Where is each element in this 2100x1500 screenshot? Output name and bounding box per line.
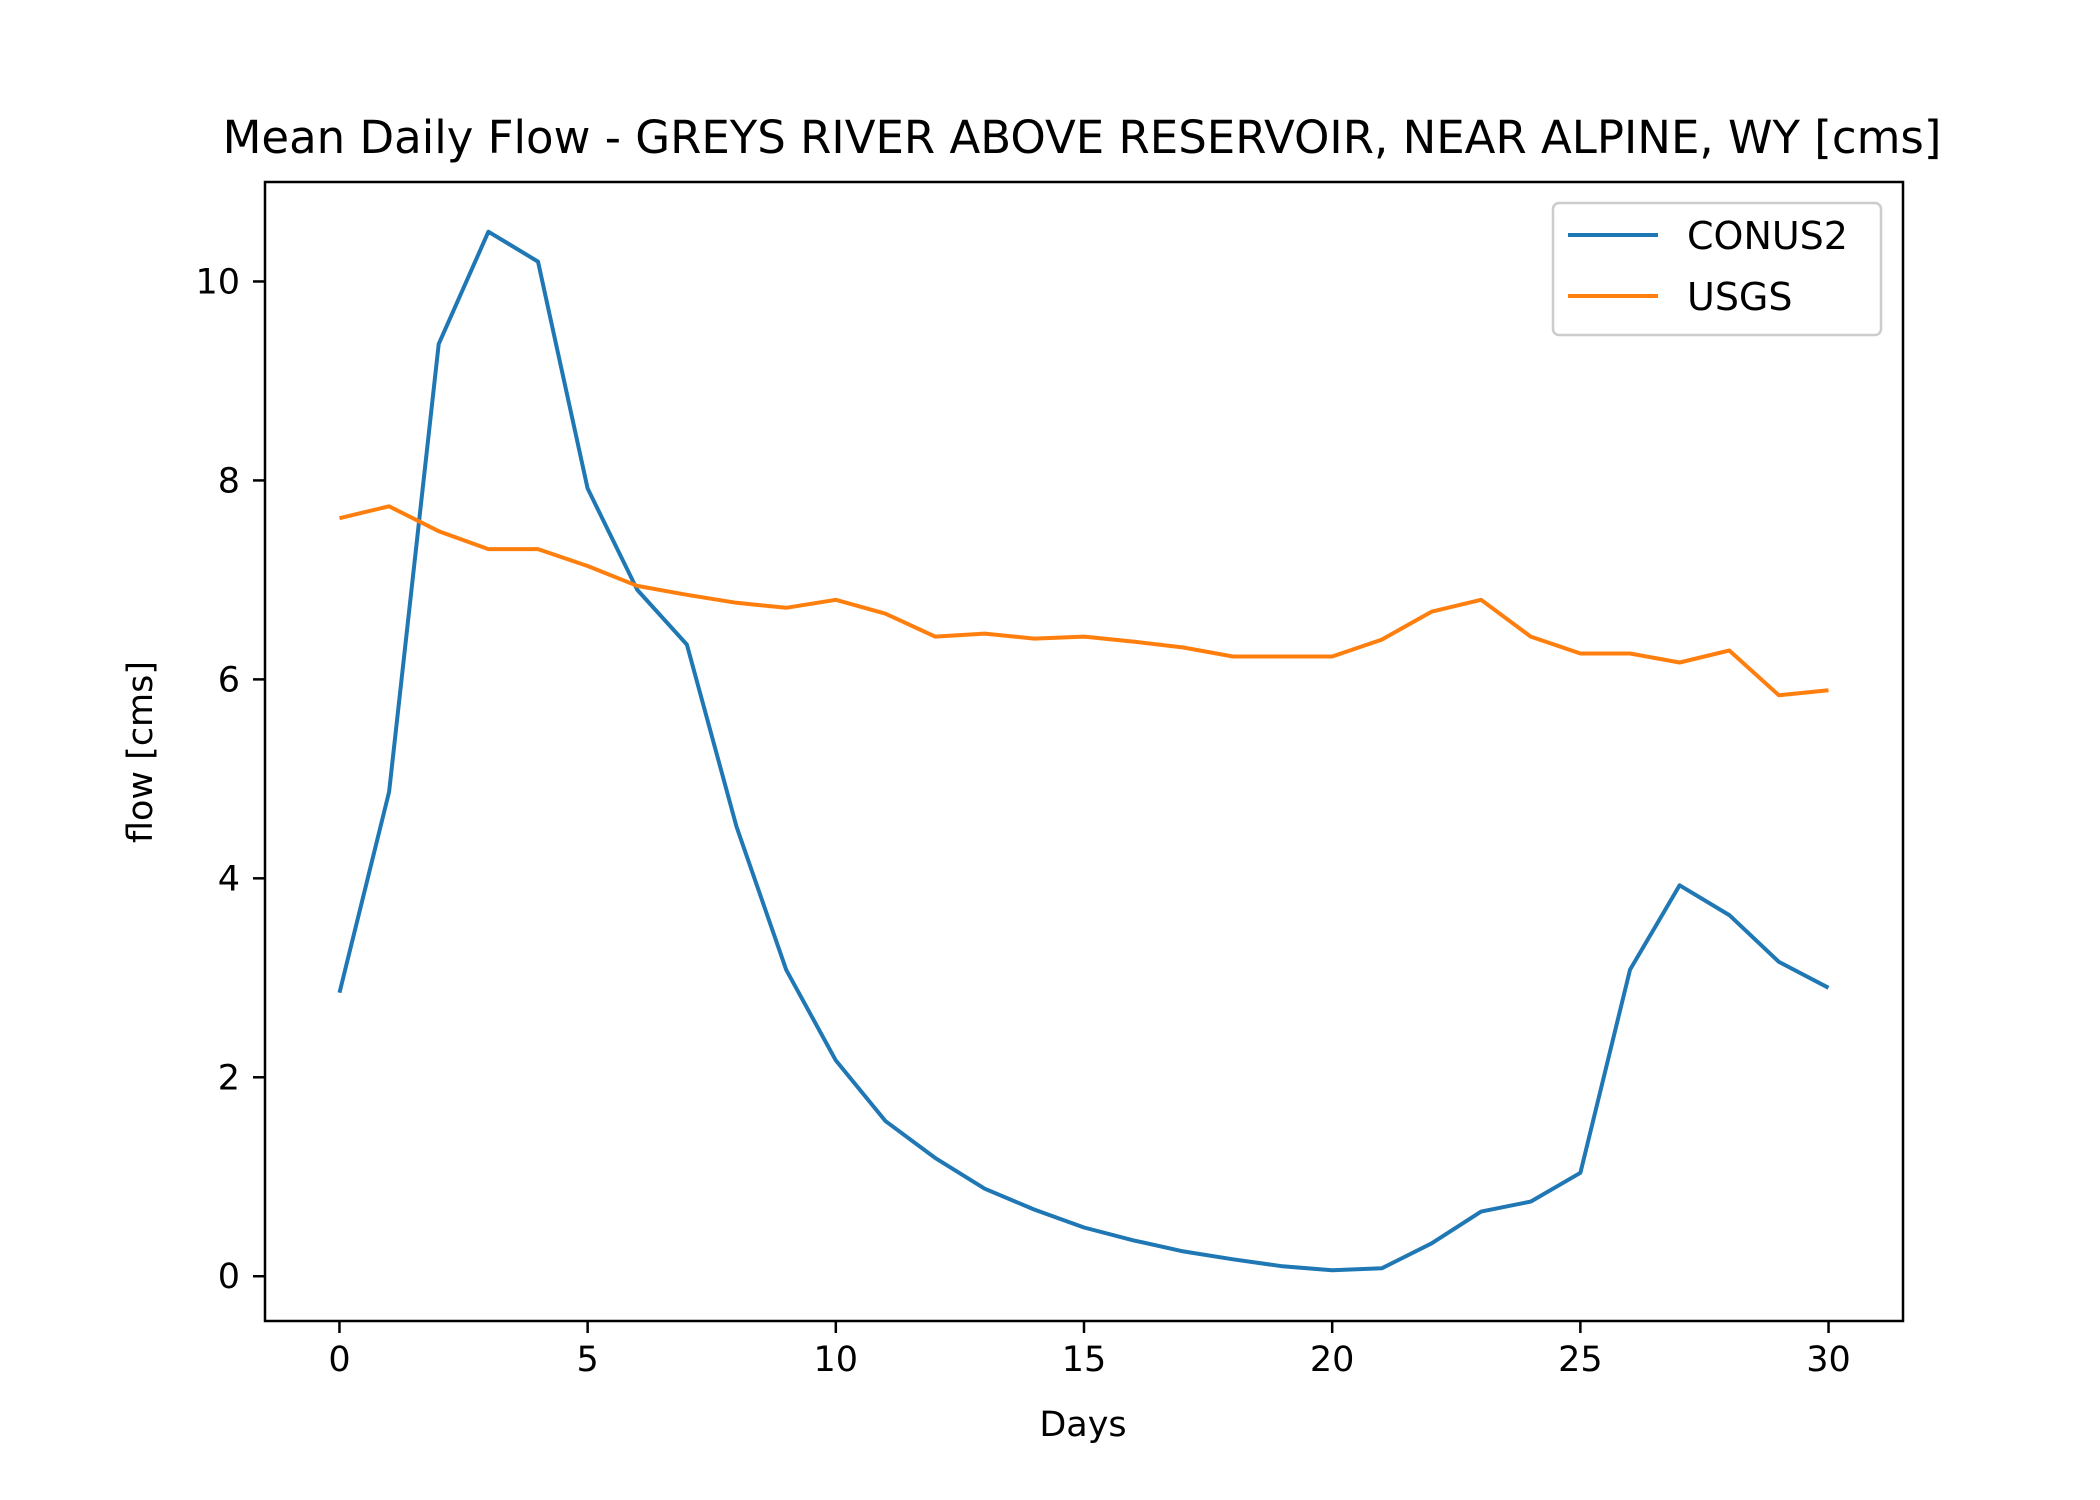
x-tick-label: 10 xyxy=(814,1340,859,1380)
y-axis: 0 2 4 6 8 10 xyxy=(195,262,265,1297)
y-tick-label: 0 xyxy=(218,1257,240,1297)
series-line-usgs xyxy=(339,504,1829,698)
y-tick-label: 4 xyxy=(218,859,240,899)
x-tick-label: 15 xyxy=(1062,1340,1107,1380)
y-tick-label: 2 xyxy=(218,1058,240,1098)
y-axis-label: flow [cms] xyxy=(121,661,161,843)
x-tick-label: 25 xyxy=(1558,1340,1603,1380)
legend-label-conus2: CONUS2 xyxy=(1687,214,1848,258)
y-tick-label: 8 xyxy=(218,461,240,501)
chart-title: Mean Daily Flow - GREYS RIVER ABOVE RESE… xyxy=(223,111,1942,164)
y-tick-label: 6 xyxy=(218,660,240,700)
x-axis: 0 5 10 15 20 25 30 xyxy=(328,1321,1851,1380)
series-line-conus2 xyxy=(337,229,1830,1273)
x-axis-label: Days xyxy=(1039,1405,1126,1445)
x-tick-label: 5 xyxy=(576,1340,598,1380)
legend-label-usgs: USGS xyxy=(1687,275,1793,319)
x-tick-label: 20 xyxy=(1310,1340,1355,1380)
x-tick-label: 0 xyxy=(328,1340,350,1380)
legend: CONUS2 USGS xyxy=(1551,201,1883,337)
series-layer xyxy=(337,229,1830,1273)
y-tick-label: 10 xyxy=(195,262,240,302)
x-tick-label: 30 xyxy=(1806,1340,1851,1380)
